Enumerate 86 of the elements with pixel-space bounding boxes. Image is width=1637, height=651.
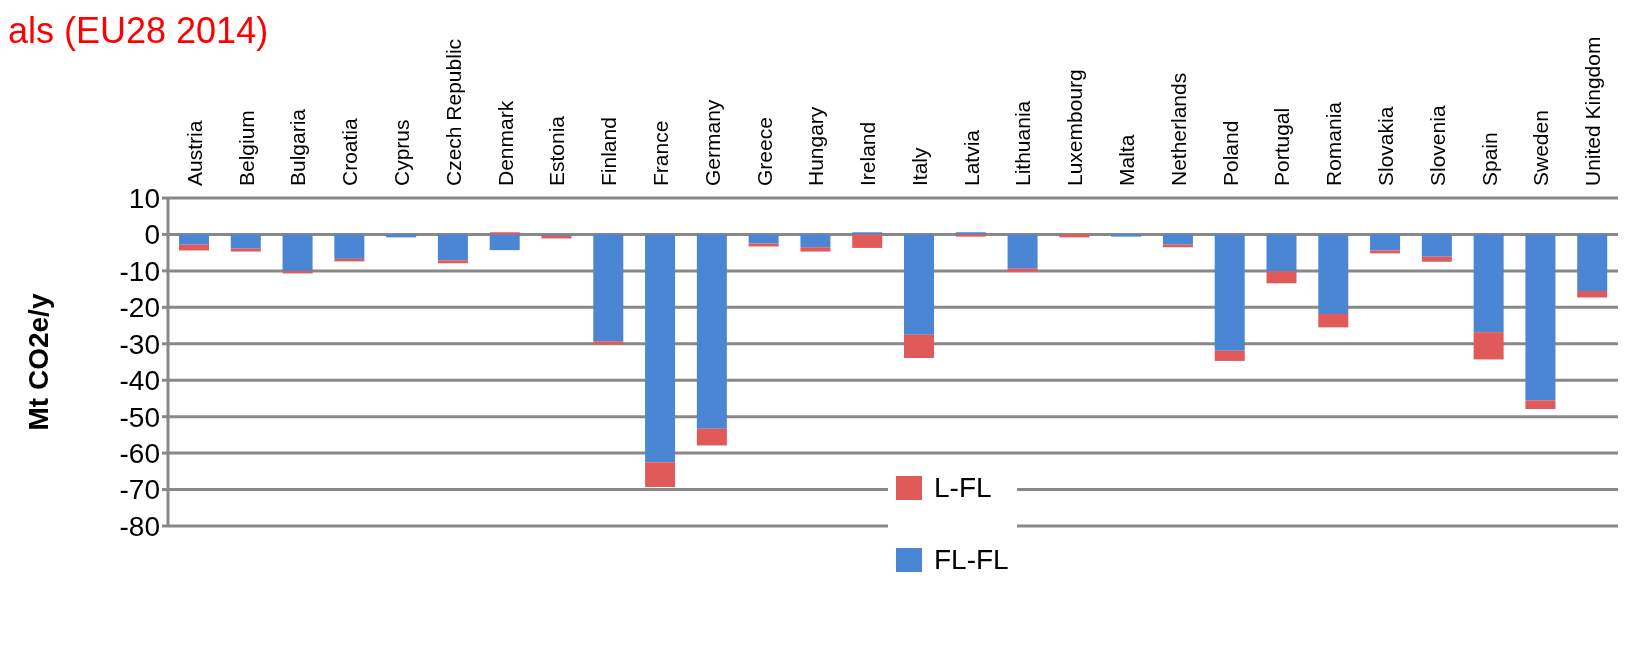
x-tick-label: Poland <box>1218 120 1242 186</box>
x-tick-label: Spain <box>1477 132 1501 186</box>
bar <box>593 341 624 345</box>
bar <box>1162 234 1193 245</box>
bar <box>904 234 934 335</box>
y-tick-label: -60 <box>119 438 160 470</box>
x-tick-label: Hungary <box>804 106 828 186</box>
x-tick-label: Slovenia <box>1425 105 1449 186</box>
x-tick-label: France <box>648 120 672 186</box>
bar <box>1421 234 1452 257</box>
bar <box>1266 271 1297 284</box>
x-tick-label: Luxembourg <box>1063 69 1087 186</box>
y-tick-label: -30 <box>119 328 160 360</box>
bar <box>179 234 209 245</box>
y-tick-label: -20 <box>119 292 160 324</box>
bar <box>748 234 779 244</box>
bar <box>1370 250 1401 254</box>
x-tick-label: Latvia <box>959 129 983 186</box>
bar <box>230 234 261 249</box>
bar <box>1525 400 1556 410</box>
x-tick-label: Czech Republic <box>441 38 465 186</box>
bar <box>1214 234 1245 351</box>
x-tick-label: Romania <box>1322 101 1346 186</box>
bar <box>1318 234 1349 314</box>
bar <box>334 234 365 259</box>
y-tick-label: -10 <box>119 255 160 287</box>
legend-label: FL-FL <box>934 544 1009 576</box>
x-tick-label: Italy <box>907 146 931 186</box>
x-tick-label: Croatia <box>338 117 362 186</box>
chart-title: als (EU28 2014) <box>8 10 269 52</box>
x-tick-label: Belgium <box>234 110 258 186</box>
bar <box>230 248 261 252</box>
bar <box>1059 234 1090 238</box>
bar <box>1007 268 1038 272</box>
bar <box>852 232 883 235</box>
y-tick-label: 0 <box>144 219 160 251</box>
bar <box>489 234 520 251</box>
x-tick-label: Netherlands <box>1166 72 1190 186</box>
bar <box>1577 290 1608 298</box>
bar <box>1370 234 1401 251</box>
x-tick-label: Sweden <box>1529 110 1553 186</box>
x-tick-label: Slovakia <box>1373 106 1397 186</box>
bar <box>904 334 934 358</box>
x-tick-label: Bulgaria <box>286 108 310 186</box>
bar <box>1525 234 1556 401</box>
x-tick-label: Austria <box>182 120 206 186</box>
bar <box>800 247 831 252</box>
bar <box>489 232 520 235</box>
y-tick-label: -80 <box>119 510 160 542</box>
bar <box>1266 234 1297 272</box>
bar <box>1111 234 1142 237</box>
x-tick-label: Greece <box>752 117 776 186</box>
bar <box>1577 234 1608 291</box>
y-tick-label: -50 <box>119 401 160 433</box>
bar <box>800 234 831 248</box>
bar <box>852 234 883 248</box>
bar <box>437 260 468 264</box>
legend-label: L-FL <box>934 472 992 504</box>
x-tick-label: Malta <box>1115 134 1139 186</box>
bar <box>696 428 727 446</box>
x-tick-label: Portugal <box>1270 107 1294 186</box>
bar <box>593 234 624 342</box>
x-tick-label: Lithuania <box>1011 100 1035 186</box>
x-tick-label: United Kingdom <box>1581 36 1605 186</box>
x-tick-label: Denmark <box>493 100 517 186</box>
bar <box>282 234 313 271</box>
x-tick-label: Germany <box>700 99 724 186</box>
y-tick-label: -40 <box>119 365 160 397</box>
bar <box>1473 332 1504 360</box>
bar <box>1007 234 1038 269</box>
bar <box>1318 313 1349 328</box>
bar <box>386 234 417 238</box>
x-tick-label: Estonia <box>545 115 569 186</box>
x-tick-label: Ireland <box>856 121 880 186</box>
y-tick-label: 10 <box>128 182 160 214</box>
bar <box>645 462 676 487</box>
bar <box>1214 350 1245 361</box>
bar <box>437 234 468 261</box>
y-tick-label: -70 <box>119 474 160 506</box>
bar <box>696 234 727 429</box>
bar <box>1421 256 1452 262</box>
bar <box>645 234 676 463</box>
bar <box>1473 234 1504 333</box>
x-tick-label: Finland <box>597 117 621 186</box>
x-tick-label: Cyprus <box>390 119 414 186</box>
y-axis-title: Mt CO2e/y <box>22 293 54 431</box>
